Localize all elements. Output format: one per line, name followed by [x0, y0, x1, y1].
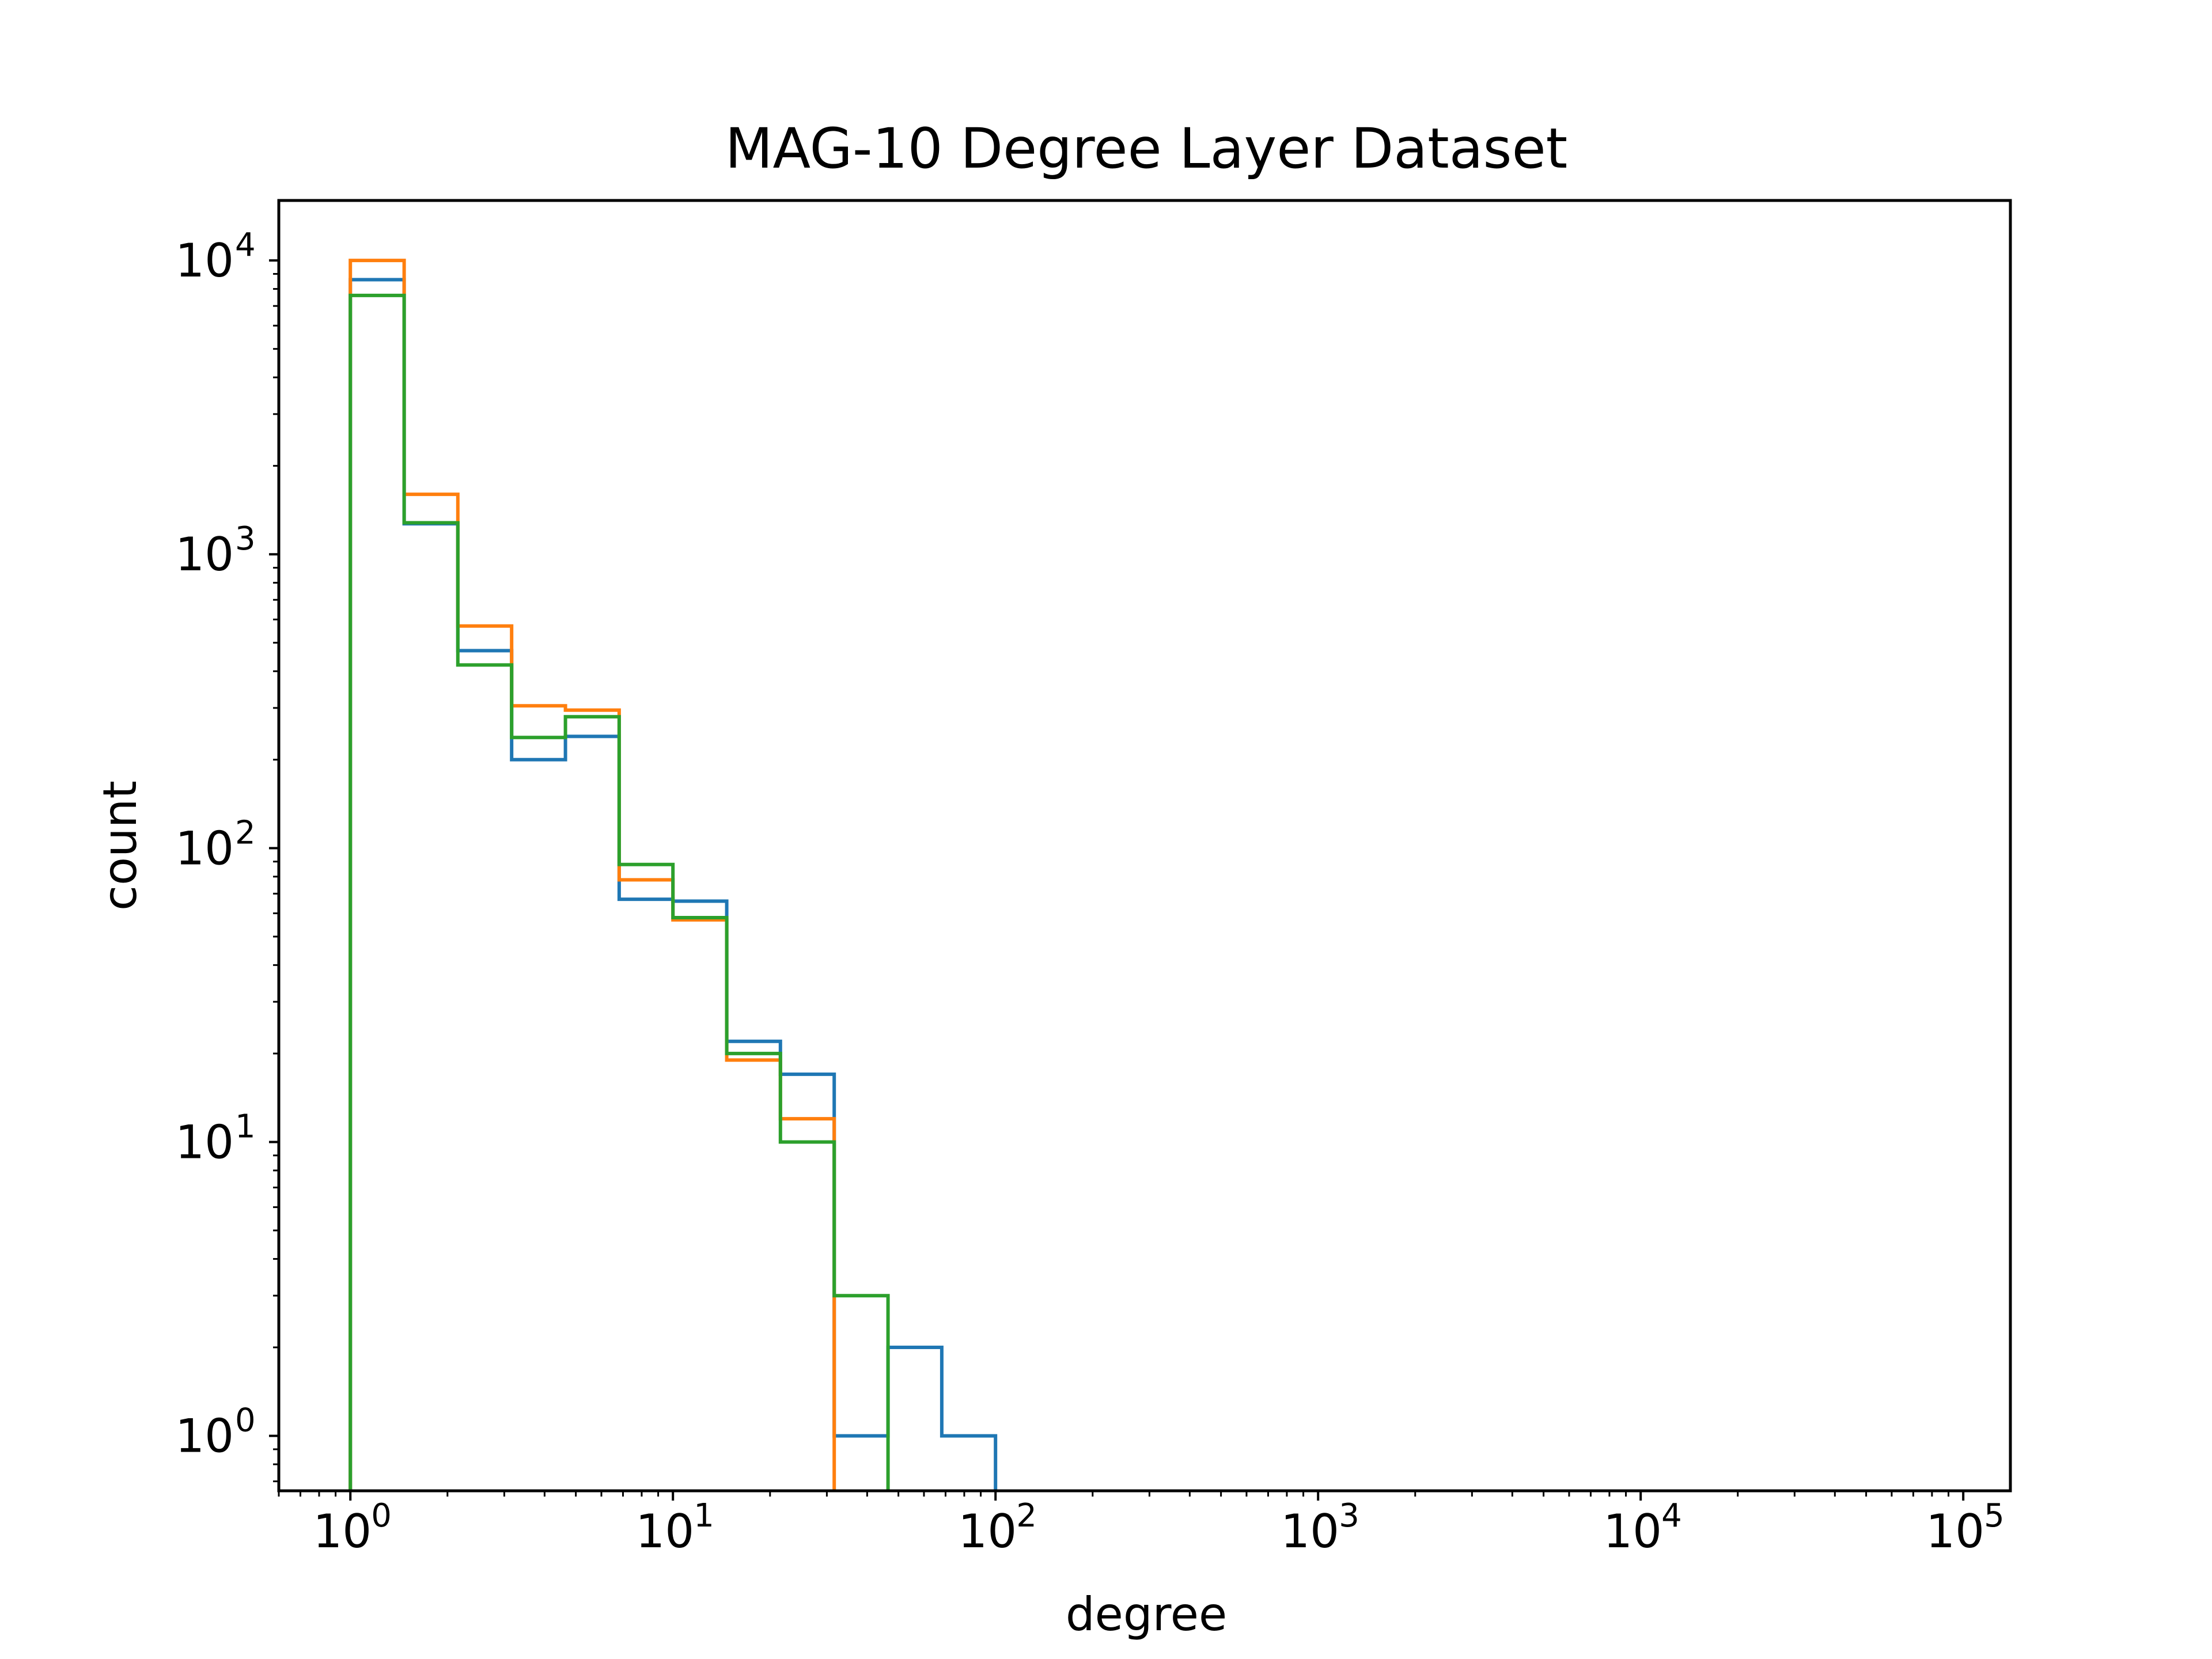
x-tick-label-exp-0: 0	[371, 1497, 392, 1535]
chart-title: MAG-10 Degree Layer Dataset	[725, 116, 1568, 181]
ticks-layer: 10 0 10 1 10 2 10 3 10 4 10 510 010 110 210 310 4	[175, 226, 2005, 1558]
x-tick-label-1: 10	[635, 1505, 694, 1558]
y-tick-label-exp-4: 4	[235, 226, 256, 264]
x-tick-label-3: 10	[1281, 1505, 1339, 1558]
x-tick-label-exp-5: 5	[1984, 1497, 2005, 1535]
series-line-1	[349, 259, 836, 1491]
x-tick-label-5: 10	[1926, 1505, 1984, 1558]
x-tick-label-2: 10	[958, 1505, 1017, 1558]
y-tick-label-1: 10	[175, 1115, 234, 1169]
y-axis-label: count	[93, 781, 147, 911]
y-tick-label-exp-1: 1	[235, 1108, 256, 1145]
y-tick-label-3: 10	[175, 528, 234, 581]
x-tick-label-exp-3: 3	[1339, 1497, 1359, 1535]
series-line-2	[349, 293, 890, 1491]
y-tick-label-exp-2: 2	[235, 814, 256, 851]
x-tick-label-exp-4: 4	[1661, 1497, 1682, 1535]
y-tick-label-exp-3: 3	[235, 520, 256, 558]
y-tick-label-exp-0: 0	[235, 1402, 256, 1440]
x-tick-label-exp-1: 1	[694, 1497, 714, 1535]
y-tick-label-0: 10	[175, 1410, 234, 1463]
series-layer	[349, 259, 998, 1491]
x-axis-label: degree	[1066, 1588, 1227, 1641]
x-tick-label-0: 10	[313, 1505, 372, 1558]
x-tick-label-exp-2: 2	[1016, 1497, 1037, 1535]
y-tick-label-4: 10	[175, 234, 234, 287]
y-tick-label-2: 10	[175, 821, 234, 875]
plot-frame	[277, 199, 2012, 1493]
x-tick-label-4: 10	[1603, 1505, 1662, 1558]
